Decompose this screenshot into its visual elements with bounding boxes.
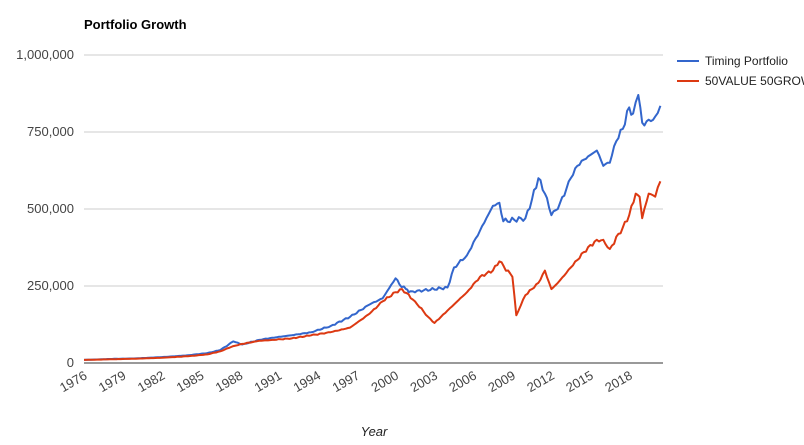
y-tick-label: 750,000 xyxy=(27,124,74,139)
x-tick-label: 1991 xyxy=(252,368,285,395)
series-line xyxy=(84,180,662,361)
x-tick-label: 1988 xyxy=(213,368,246,395)
x-tick-label: 2015 xyxy=(563,368,596,395)
y-axis-tick-labels: 0 250,000 500,000 750,000 1,000,000 xyxy=(16,47,74,370)
y-tick-label: 250,000 xyxy=(27,278,74,293)
x-tick-label: 1976 xyxy=(57,368,90,395)
x-tick-label: 1982 xyxy=(135,368,168,395)
x-tick-label: 2006 xyxy=(446,368,479,395)
series-lines xyxy=(83,94,662,361)
legend-label: Timing Portfolio xyxy=(705,54,788,68)
x-axis-title: Year xyxy=(361,424,388,439)
y-tick-label: 1,000,000 xyxy=(16,47,74,62)
x-tick-label: 1985 xyxy=(174,368,207,395)
y-tick-label: 0 xyxy=(67,355,74,370)
x-tick-label: 1994 xyxy=(291,368,324,395)
x-tick-label: 1979 xyxy=(96,368,129,395)
x-axis-tick-labels: 1976 1979 1982 1985 1988 1991 1994 1997 2000 2003… xyxy=(57,368,635,395)
x-tick-label: 2018 xyxy=(602,368,635,395)
gridlines xyxy=(84,54,663,364)
y-tick-label: 500,000 xyxy=(27,201,74,216)
legend: Timing Portfolio 50VALUE 50GROWTH xyxy=(677,54,804,88)
x-tick-label: 2009 xyxy=(485,368,518,395)
series-line xyxy=(83,94,662,361)
x-tick-label: 2003 xyxy=(407,368,440,395)
chart-title: Portfolio Growth xyxy=(84,17,187,32)
x-tick-label: 1997 xyxy=(330,368,363,395)
x-tick-label: 2000 xyxy=(369,368,402,395)
x-tick-label: 2012 xyxy=(524,368,557,395)
legend-label: 50VALUE 50GROWTH xyxy=(705,74,804,88)
